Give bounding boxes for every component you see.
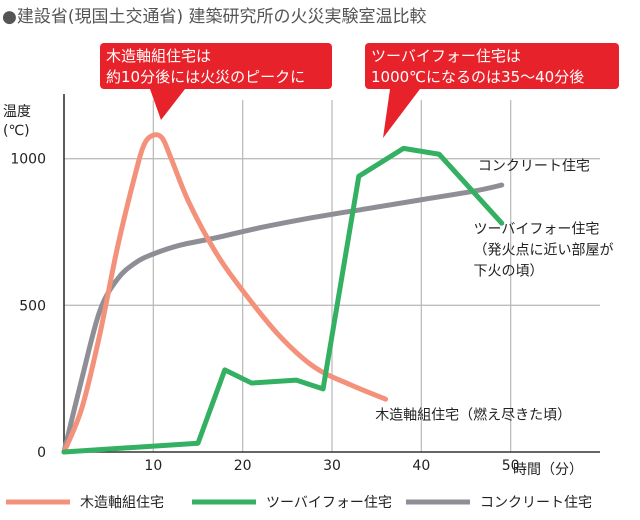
- series-line-twobyfour: [61, 145, 505, 455]
- callout-box: [365, 43, 619, 89]
- x-tick-label: 40: [412, 458, 430, 474]
- legend-label-twobyfour: ツーバイフォー住宅: [266, 495, 392, 511]
- legend-label-concrete: コンクリート住宅: [480, 495, 592, 511]
- grid-layer: [64, 100, 600, 452]
- callout-text: ツーバイフォー住宅は: [371, 47, 521, 65]
- x-tick-label: 10: [144, 458, 162, 474]
- y-tick-label: 0: [37, 445, 46, 461]
- callout-text: 約10分後には火災のピークに: [106, 68, 305, 86]
- label-layer: 10 20 30 40 5005001000温度(℃)時間（分）コンクリート住宅木造軸組…: [3, 104, 613, 478]
- axes-layer: [63, 94, 600, 453]
- legend-label-wood: 木造軸組住宅: [80, 495, 164, 511]
- callout-pointer: [150, 89, 185, 120]
- series-annotation-twobyfour: ツーバイフォー住宅: [473, 221, 599, 237]
- y-axis-label: (℃): [3, 123, 30, 139]
- y-axis-label: 温度: [3, 104, 31, 120]
- x-tick-label: 30: [323, 458, 341, 474]
- series-layer: [61, 132, 505, 455]
- y-tick-label: 500: [19, 298, 46, 314]
- chart-heading: ●建設省(現国土交通省) 建築研究所の火災実験室温比較: [2, 7, 427, 27]
- y-tick-label: 1000: [10, 152, 46, 168]
- series-line-wood: [61, 132, 389, 455]
- series-annotation-twobyfour: （発火点に近い部屋が: [473, 242, 613, 258]
- x-tick-label: 20: [234, 458, 252, 474]
- callout-text: 木造軸組住宅は: [106, 47, 211, 65]
- legend: 木造軸組住宅 ツーバイフォー住宅 コンクリート住宅: [6, 495, 592, 511]
- x-tick-label: 50: [502, 458, 520, 474]
- callout-pointer: [383, 89, 420, 138]
- callout-text: 1000℃になるのは35〜40分後: [371, 68, 584, 86]
- series-annotation-twobyfour: 下火の頃）: [473, 263, 543, 279]
- series-annotation-wood: 木造軸組住宅（燃え尽きた頃）: [375, 407, 571, 424]
- series-annotation-concrete: コンクリート住宅: [478, 158, 590, 174]
- x-axis-label: 時間（分）: [513, 462, 583, 478]
- callout-box: [100, 43, 332, 89]
